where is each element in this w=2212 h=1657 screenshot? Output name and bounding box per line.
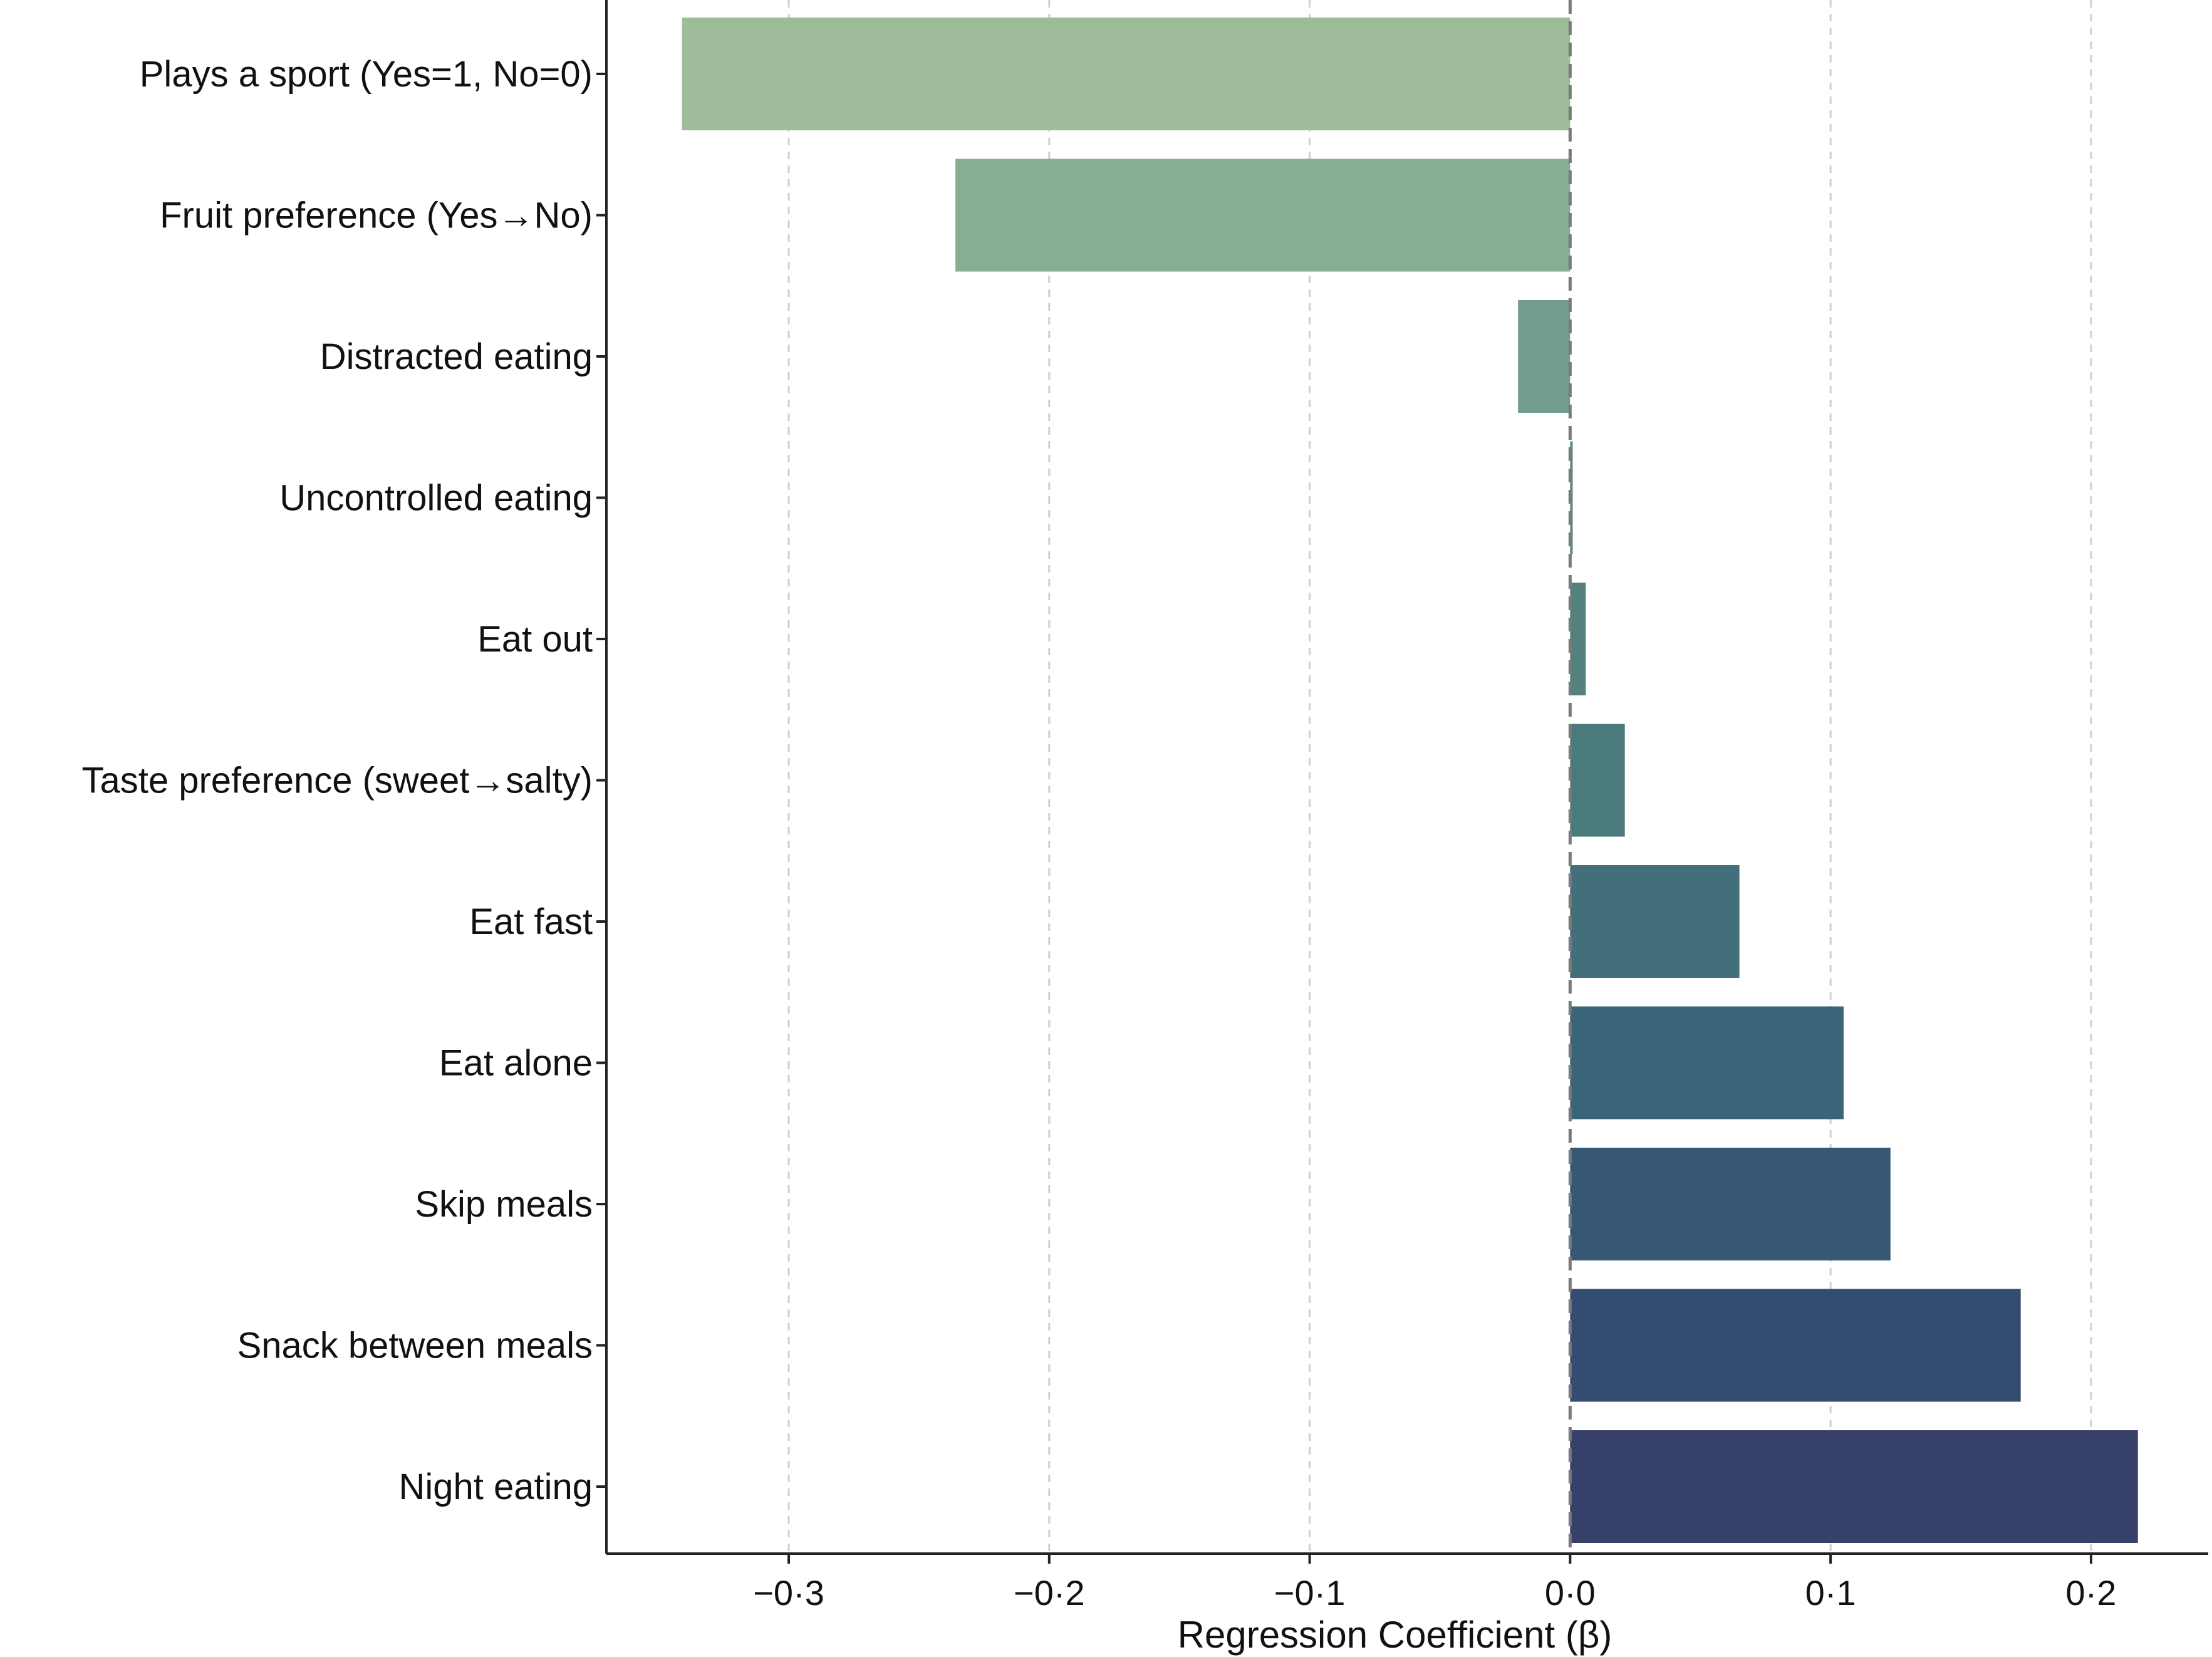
x-tick-label-2: −0·1: [1274, 1573, 1346, 1613]
y-tick-label-5: Taste preference (sweet→salty): [81, 761, 593, 801]
y-tick-label-6: Eat fast: [469, 901, 593, 942]
bar-2: [1518, 300, 1571, 413]
x-tick-label-0: −0·3: [753, 1573, 824, 1613]
x-axis-title: Regression Coefficient (β): [1178, 1614, 1612, 1656]
bar-5: [1570, 724, 1625, 837]
bar-8: [1570, 1148, 1891, 1260]
x-tick-label-3: 0·0: [1545, 1573, 1596, 1613]
bar-6: [1570, 865, 1740, 978]
bar-4: [1570, 583, 1586, 695]
y-tick-label-1: Fruit preference (Yes→No): [160, 195, 593, 236]
x-tick-label-1: −0·2: [1014, 1573, 1085, 1613]
y-tick-label-9: Snack between meals: [237, 1326, 593, 1366]
bars-layer: [682, 18, 2138, 1543]
axes-layer: [596, 0, 2208, 1564]
bar-0: [682, 18, 1571, 130]
y-tick-label-2: Distracted eating: [320, 336, 593, 377]
x-tick-label-5: 0·2: [2065, 1573, 2116, 1613]
y-tick-label-4: Eat out: [477, 619, 593, 660]
y-tick-label-0: Plays a sport (Yes=1, No=0): [140, 54, 593, 95]
bar-9: [1570, 1289, 2021, 1402]
y-tick-label-8: Skip meals: [415, 1184, 593, 1225]
labels-layer: Plays a sport (Yes=1, No=0) Fruit prefere…: [81, 54, 2116, 1613]
y-tick-label-7: Eat alone: [439, 1043, 593, 1084]
grid-layer: [787, 0, 2092, 1554]
x-tick-label-4: 0·1: [1805, 1573, 1856, 1613]
bar-7: [1570, 1006, 1844, 1119]
y-tick-label-10: Night eating: [398, 1467, 593, 1507]
bar-1: [955, 158, 1571, 272]
y-tick-label-3: Uncontrolled eating: [279, 478, 593, 519]
bar-10: [1570, 1430, 2138, 1543]
